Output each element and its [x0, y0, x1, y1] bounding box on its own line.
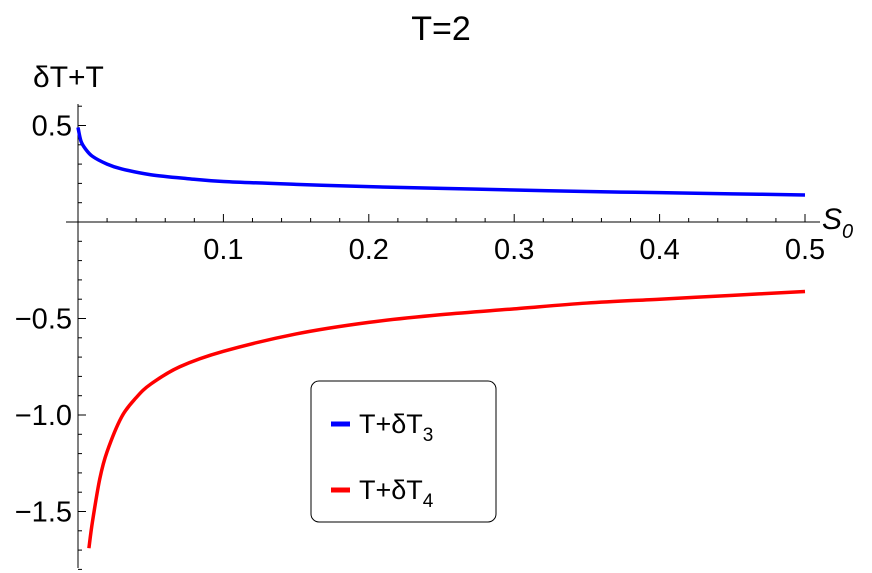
x-tick-label: 0.2 [349, 234, 389, 266]
minor-ticks [78, 105, 777, 570]
x-ticks: 0.1 0.2 0.3 0.4 0.5 [203, 214, 825, 266]
legend-label-series-3-main: T+δT [359, 409, 423, 439]
x-axis-label-subscript: 0 [842, 221, 853, 243]
series-layer [76, 127, 806, 549]
series-line-4 [87, 289, 806, 549]
legend-label-series-4-main: T+δT [359, 475, 423, 505]
legend-label-series-4-sub: 4 [423, 491, 434, 512]
y-tick-label: −1.5 [15, 497, 72, 529]
x-axis-label-main: S [822, 203, 842, 236]
chart-title: T=2 [411, 10, 471, 48]
legend-label-series-4: T+δT4 [359, 475, 434, 512]
x-tick-label: 0.5 [785, 234, 825, 266]
series-line-3 [76, 127, 806, 197]
x-axis-label: S0 [822, 203, 853, 243]
legend: T+δT3 T+δT4 [310, 380, 497, 523]
legend-label-series-3: T+δT3 [359, 409, 433, 446]
y-axis-label: δT+T [33, 61, 104, 94]
y-tick-label: −1.0 [15, 400, 72, 432]
x-tick-label: 0.3 [494, 234, 534, 266]
y-tick-label: 0.5 [32, 111, 72, 143]
legend-box [310, 380, 497, 523]
x-tick-label: 0.1 [203, 234, 243, 266]
y-tick-label: −0.5 [15, 304, 72, 336]
legend-label-series-3-sub: 3 [423, 425, 434, 446]
axes: 0.1 0.2 0.3 0.4 0.5 0.5 −0.5 −1.0 −1.5 [15, 104, 825, 570]
x-tick-label: 0.4 [639, 234, 679, 266]
y-ticks: 0.5 −0.5 −1.0 −1.5 [15, 111, 86, 529]
